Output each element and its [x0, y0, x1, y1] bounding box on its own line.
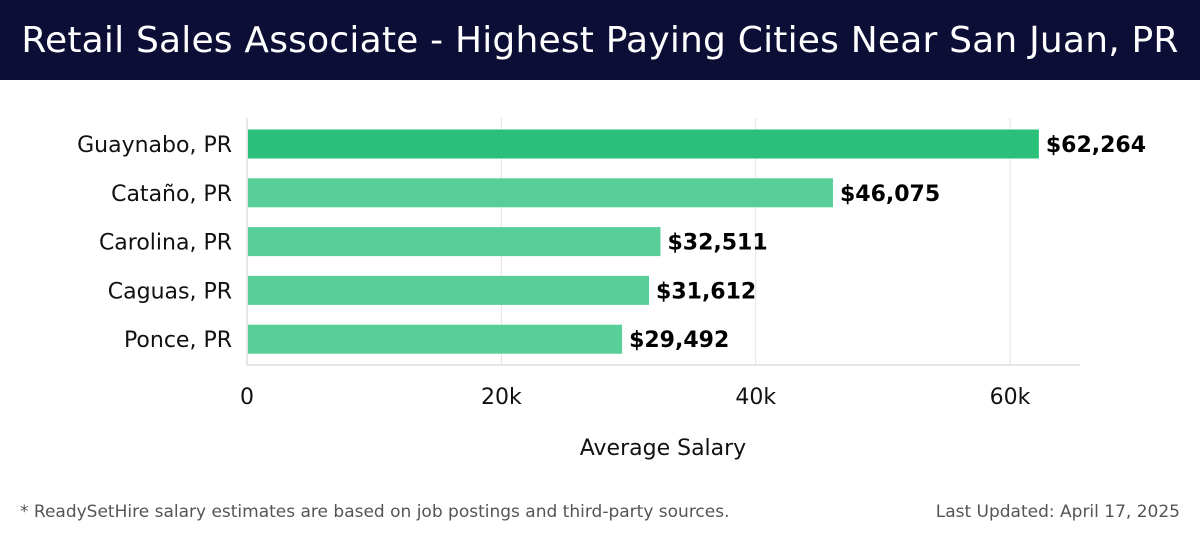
category-label: Guaynabo, PR: [77, 133, 232, 158]
chart-title: Retail Sales Associate - Highest Paying …: [21, 19, 1179, 61]
x-tick-label: 20k: [481, 385, 522, 410]
value-label: $62,264: [1046, 133, 1146, 158]
bars: Guaynabo, PR $62,264 Cataño, PR $46,075 Caro…: [77, 129, 1146, 354]
last-updated: Last Updated: April 17, 2025: [935, 502, 1180, 522]
x-tick-label: 60k: [990, 385, 1031, 410]
axes: 0 20k 40k 60k: [240, 118, 1080, 410]
category-label: Cataño, PR: [111, 182, 232, 207]
value-label: $31,612: [656, 279, 756, 304]
bar: [248, 227, 661, 257]
category-label: Ponce, PR: [124, 328, 232, 353]
bar: [248, 324, 623, 354]
value-label: $29,492: [629, 328, 729, 353]
x-tick-label: 40k: [735, 385, 776, 410]
bar: [248, 129, 1039, 159]
chart-header: Retail Sales Associate - Highest Paying …: [0, 0, 1200, 80]
value-label: $32,511: [667, 231, 767, 256]
footnote: * ReadySetHire salary estimates are base…: [20, 502, 730, 522]
bar-chart: Guaynabo, PR $62,264 Cataño, PR $46,075 Caro…: [77, 118, 1146, 461]
bar: [248, 178, 833, 208]
x-tick-label: 0: [240, 385, 254, 410]
bar: [248, 275, 650, 305]
category-label: Caguas, PR: [108, 279, 232, 304]
category-label: Carolina, PR: [99, 231, 232, 256]
x-axis-label: Average Salary: [580, 436, 746, 461]
value-label: $46,075: [840, 182, 940, 207]
